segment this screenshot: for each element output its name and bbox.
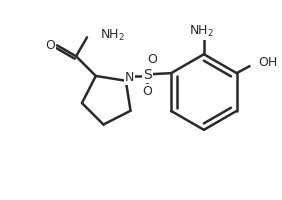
Text: OH: OH (259, 56, 278, 69)
Text: N: N (125, 71, 134, 84)
Text: NH$_2$: NH$_2$ (100, 28, 125, 43)
Text: O: O (147, 53, 157, 66)
Text: S: S (143, 68, 152, 82)
Text: O: O (45, 39, 55, 52)
Text: NH$_2$: NH$_2$ (190, 24, 214, 39)
Text: O: O (142, 85, 152, 98)
